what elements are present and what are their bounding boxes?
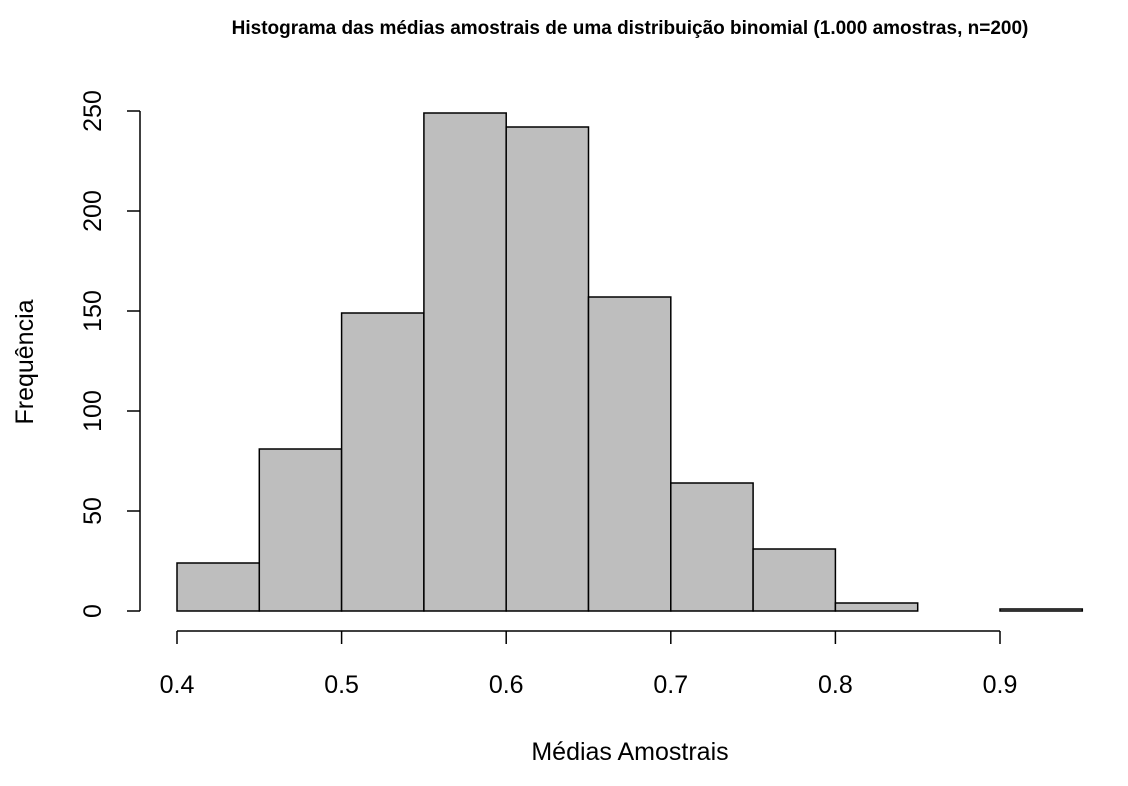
histogram-bar-4 (505, 126, 590, 612)
x-tick-label-0: 0.4 (160, 671, 195, 699)
x-axis-label: Médias Amostrais (531, 738, 728, 766)
x-tick-label-2: 0.6 (489, 671, 524, 699)
histogram-bar-3 (423, 112, 507, 612)
histogram-bar-5 (587, 296, 672, 612)
y-tick-label-1: 50 (79, 497, 107, 525)
y-tick-label-2: 100 (79, 390, 107, 432)
y-tick-label-3: 150 (79, 290, 107, 332)
histogram-bar-0 (176, 562, 261, 612)
histogram-bar-2 (340, 312, 425, 612)
histogram-bar-6 (670, 482, 754, 612)
x-tick-label-1: 0.5 (324, 671, 359, 699)
y-tick-label-5: 250 (79, 90, 107, 132)
histogram-bar-1 (258, 448, 343, 612)
x-axis: 0.4 0.5 0.6 0.7 0.8 0.9 (160, 630, 1018, 699)
bars-group (176, 112, 1084, 612)
y-tick-label-0: 0 (79, 604, 107, 618)
x-tick-label-5: 0.9 (983, 671, 1018, 699)
histogram-bar-10 (999, 608, 1084, 612)
chart-title: Histograma das médias amostrais de uma d… (232, 18, 1029, 39)
y-axis: 0 50 100 150 200 250 (79, 90, 141, 618)
histogram-bar-7 (752, 548, 837, 612)
x-tick-label-4: 0.8 (818, 671, 853, 699)
histogram-bar-8 (834, 602, 919, 612)
x-tick-label-3: 0.7 (653, 671, 688, 699)
y-tick-label-4: 200 (79, 190, 107, 232)
y-axis-label: Frequência (11, 299, 39, 424)
